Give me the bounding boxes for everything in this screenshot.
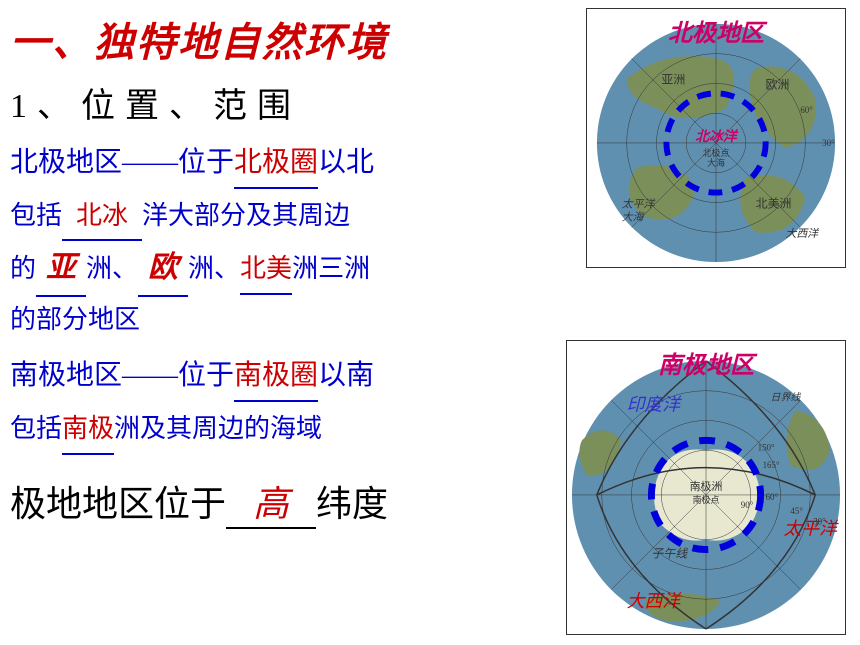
- arctic-line1: 北极地区——位于北极圈以北: [10, 139, 570, 189]
- svg-text:大西洋: 大西洋: [785, 227, 819, 240]
- ant-pre: 南极地区——位于: [10, 360, 234, 391]
- fill-latitude: 高: [253, 484, 289, 524]
- svg-text:30°: 30°: [822, 138, 835, 148]
- svg-text:大西洋: 大西洋: [627, 591, 683, 611]
- antarctic-line2: 包括南极洲及其周边的海域: [10, 406, 570, 455]
- blank-latitude: 高: [226, 475, 316, 529]
- fill-europe: 欧: [148, 251, 178, 284]
- blank-antarctic-circle: 南极圈: [234, 352, 318, 402]
- svg-text:北美洲: 北美洲: [756, 196, 792, 210]
- fill-arctic-circle: 北极圈: [234, 147, 318, 178]
- antarctic-globe-container: 南极地区 印度洋 太平洋 大西洋 南极洲 南极点 子午线 日界线 150° 16…: [566, 340, 846, 635]
- blank-arctic-circle: 北极圈: [234, 139, 318, 189]
- antarctic-globe-title: 南极地区: [658, 345, 754, 380]
- svg-text:印度洋: 印度洋: [627, 395, 683, 415]
- arctic3-pre: 的: [10, 254, 36, 283]
- svg-text:北冰洋: 北冰洋: [695, 128, 739, 145]
- ant-post: 以南: [318, 360, 374, 391]
- arctic2-mid: 洋大部分及其周边: [142, 201, 350, 230]
- summary-post: 纬度: [316, 484, 388, 524]
- svg-text:南极点: 南极点: [693, 494, 720, 505]
- svg-text:30°: 30°: [813, 517, 826, 527]
- svg-text:南极洲: 南极洲: [690, 479, 723, 493]
- fill-asia: 亚: [46, 251, 76, 284]
- svg-text:太平洋: 太平洋: [783, 519, 839, 539]
- arctic2-pre: 包括: [10, 201, 62, 230]
- arctic-line2: 包括北冰洋大部分及其周边: [10, 193, 570, 242]
- arctic-globe-container: 北极地区 亚洲 欧洲 北美洲 北冰洋 北极点 大海 太平洋 大海 大西洋 30°…: [586, 8, 846, 268]
- antarctic-globe-svg: 印度洋 太平洋 大西洋 南极洲 南极点 子午线 日界线 150° 165° 90…: [567, 341, 845, 634]
- arctic-globe-title: 北极地区: [668, 13, 764, 48]
- blank-antarctica: 南极: [62, 406, 114, 455]
- fill-antarctica: 南极: [62, 414, 114, 443]
- arctic3-post: 洲三洲: [292, 254, 370, 283]
- summary-pre: 极地地区位于: [10, 484, 226, 524]
- arctic-pre: 北极地区——位于: [10, 147, 234, 178]
- svg-text:太平洋: 太平洋: [622, 197, 656, 210]
- arctic-line3: 的亚洲、欧洲、北美洲三洲: [10, 241, 570, 297]
- svg-text:北极点: 北极点: [703, 147, 730, 158]
- svg-text:亚洲: 亚洲: [661, 72, 685, 86]
- svg-text:子午线: 子午线: [651, 546, 688, 560]
- svg-text:60°: 60°: [766, 492, 779, 502]
- svg-text:90°: 90°: [741, 500, 754, 510]
- fill-namerica: 北美: [240, 254, 292, 283]
- blank-europe: 欧: [138, 241, 188, 297]
- ant2-post: 洲及其周边的海域: [114, 414, 322, 443]
- blank-asia: 亚: [36, 241, 86, 297]
- arctic3-mid2: 洲、: [188, 254, 240, 283]
- arctic3-mid1: 洲、: [86, 254, 138, 283]
- svg-text:欧洲: 欧洲: [766, 77, 790, 91]
- svg-text:165°: 165°: [763, 460, 780, 470]
- fill-antarctic-circle: 南极圈: [234, 360, 318, 391]
- ant2-pre: 包括: [10, 414, 62, 443]
- svg-text:大海: 大海: [622, 210, 646, 223]
- blank-namerica: 北美: [240, 246, 292, 295]
- summary-line: 极地地区位于高纬度: [10, 475, 570, 529]
- blank-ocean: 北冰: [62, 193, 142, 242]
- main-title: 一、独特地自然环境: [10, 10, 570, 68]
- svg-text:60°: 60°: [800, 105, 813, 115]
- subtitle: 1、位置、范围: [10, 78, 570, 127]
- svg-text:150°: 150°: [758, 442, 775, 452]
- antarctic-line1: 南极地区——位于南极圈以南: [10, 352, 570, 402]
- fill-ocean: 北冰: [76, 201, 128, 230]
- svg-text:日界线: 日界线: [771, 392, 802, 404]
- text-content: 一、独特地自然环境 1、位置、范围 北极地区——位于北极圈以北 包括北冰洋大部分…: [10, 10, 570, 529]
- arctic-post: 以北: [318, 147, 374, 178]
- svg-text:45°: 45°: [790, 506, 803, 516]
- arctic-line4: 的部分地区: [10, 297, 570, 344]
- svg-text:大海: 大海: [707, 157, 725, 168]
